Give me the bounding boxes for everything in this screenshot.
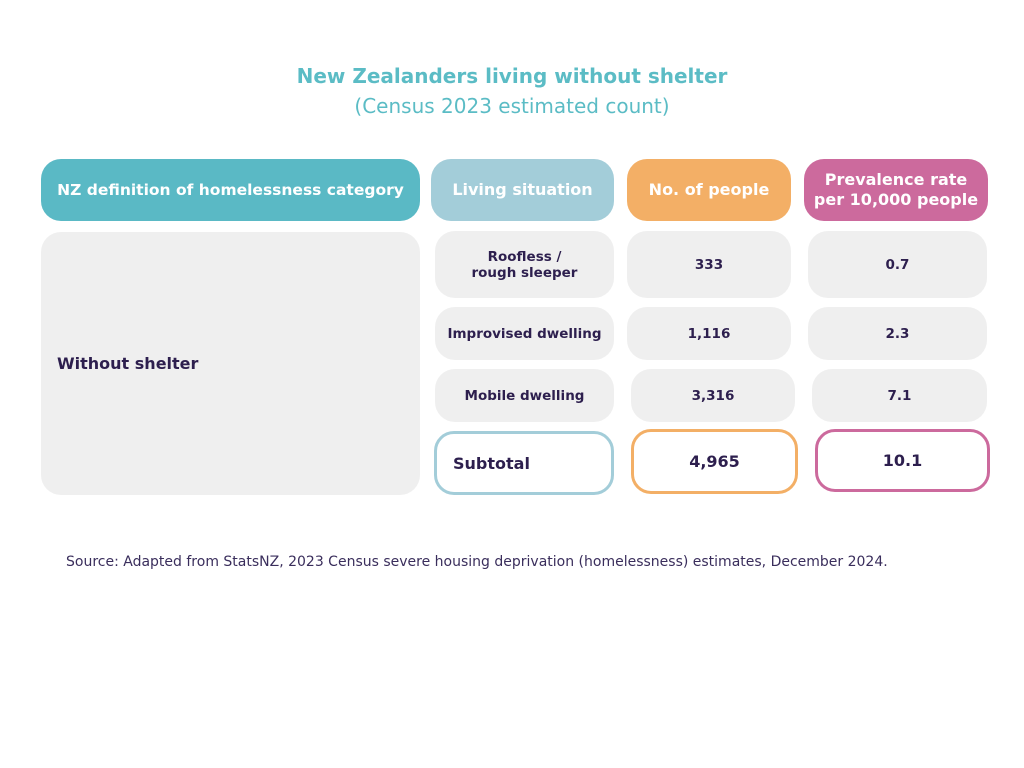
people-cell-improvised: 1,116 <box>627 307 791 360</box>
rate-cell-mobile: 7.1 <box>812 369 987 422</box>
subtotal-rate: 10.1 <box>815 429 990 492</box>
header-prevalence-rate: Prevalence rate per 10,000 people <box>804 159 988 221</box>
people-cell-mobile: 3,316 <box>631 369 795 422</box>
living-cell-improvised: Improvised dwelling <box>435 307 614 360</box>
rate-cell-roofless: 0.7 <box>808 231 987 298</box>
category-cell: Without shelter <box>41 232 420 495</box>
source-note: Source: Adapted from StatsNZ, 2023 Censu… <box>66 554 888 570</box>
people-cell-roofless: 333 <box>627 231 791 298</box>
living-cell-mobile: Mobile dwelling <box>435 369 614 422</box>
chart-subtitle: (Census 2023 estimated count) <box>354 94 670 118</box>
header-living-situation: Living situation <box>431 159 614 221</box>
header-category: NZ definition of homelessness category <box>41 159 420 221</box>
rate-cell-improvised: 2.3 <box>808 307 987 360</box>
subtotal-people: 4,965 <box>631 429 798 494</box>
living-cell-roofless: Roofless / rough sleeper <box>435 231 614 298</box>
subtotal-label: Subtotal <box>434 431 614 495</box>
chart-title: New Zealanders living without shelter <box>296 64 728 88</box>
header-number-of-people: No. of people <box>627 159 791 221</box>
